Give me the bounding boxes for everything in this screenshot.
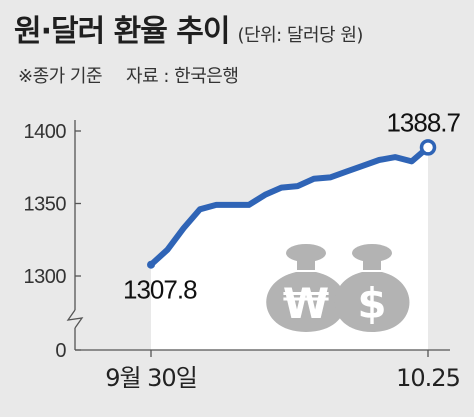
y-tick-labels: 0 1300 1350 1400 [24, 121, 81, 362]
dollar-money-bag-icon: $ [334, 244, 410, 332]
basis-note: ※종가 기준 [18, 66, 103, 87]
money-bags-illustration: ₩ $ [266, 244, 410, 332]
y-tick-label: 1400 [24, 121, 67, 143]
axis-break-mark [66, 309, 84, 329]
data-points [147, 139, 437, 269]
end-value-label: 1388.7 [386, 107, 460, 137]
svg-text:$: $ [357, 279, 386, 328]
chart-header: 원·달러 환율 추이 (단위: 달러당 원) [14, 6, 363, 50]
end-point-marker [419, 139, 437, 156]
y-tick-label: 1300 [24, 266, 67, 288]
x-tick-end: 10.25 [396, 364, 460, 392]
start-point-marker [147, 260, 155, 269]
start-value-label: 1307.8 [123, 275, 197, 305]
x-tick-marks [150, 350, 429, 357]
won-money-bag-icon: ₩ [266, 244, 346, 332]
x-tick-start: 9월 30일 [105, 364, 197, 392]
svg-text:₩: ₩ [283, 279, 329, 328]
chart-title: 원·달러 환율 추이 [14, 14, 230, 49]
exchange-rate-line [148, 144, 431, 268]
y-axis [66, 120, 84, 350]
data-labels: 1307.8 1388.7 [123, 107, 462, 305]
y-tick-label: 1350 [24, 194, 67, 216]
unit-label: (단위: 달러당 원) [237, 25, 364, 46]
y-tick-label: 0 [55, 340, 66, 362]
source-note: 자료 : 한국은행 [126, 66, 239, 87]
notes: ※종가 기준 자료 : 한국은행 [18, 62, 239, 88]
